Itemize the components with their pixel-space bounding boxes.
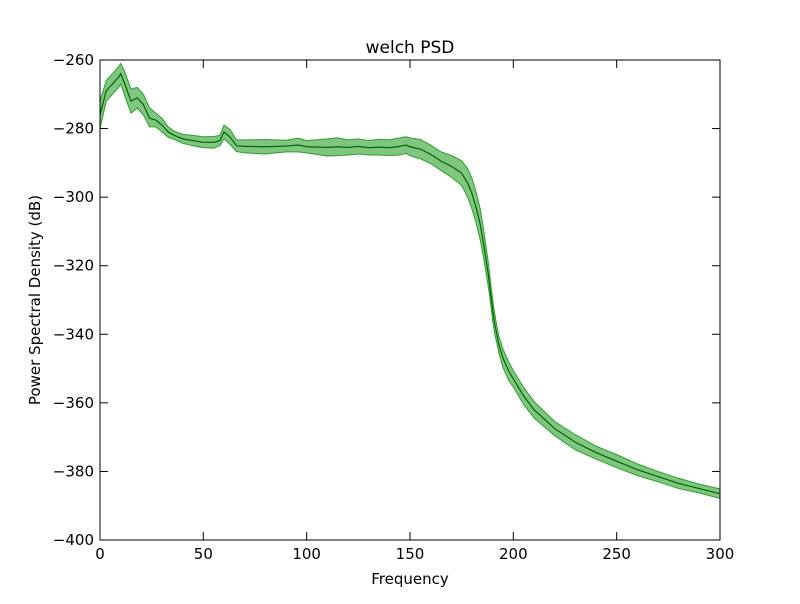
y-axis-label: Power Spectral Density (dB) <box>26 195 44 405</box>
chart-title: welch PSD <box>366 38 455 58</box>
y-tick-label: −300 <box>53 188 94 206</box>
x-tick-label: 200 <box>499 545 528 563</box>
axes-frame <box>99 59 721 541</box>
x-tick-label: 250 <box>602 545 631 563</box>
axis-ticks: 0 50 100 150 200 250 300 −260 −280 −300 −320 −340 −3… <box>53 51 735 563</box>
y-tick-label: −380 <box>53 462 94 480</box>
y-tick-label: −360 <box>53 394 94 412</box>
psd-mean-line <box>100 72 720 495</box>
x-tick-label: 300 <box>706 545 735 563</box>
psd-confidence-band <box>100 62 720 500</box>
x-tick-label: 150 <box>396 545 425 563</box>
plot-area <box>100 62 720 500</box>
x-tick-label: 0 <box>95 545 105 563</box>
x-tick-label: 100 <box>292 545 321 563</box>
y-tick-label: −400 <box>53 531 94 549</box>
x-tick-label: 50 <box>194 545 213 563</box>
y-tick-label: −280 <box>53 120 94 138</box>
x-axis-label: Frequency <box>371 570 449 588</box>
y-tick-label: −260 <box>53 51 94 69</box>
y-tick-label: −320 <box>53 257 94 275</box>
y-tick-label: −340 <box>53 325 94 343</box>
